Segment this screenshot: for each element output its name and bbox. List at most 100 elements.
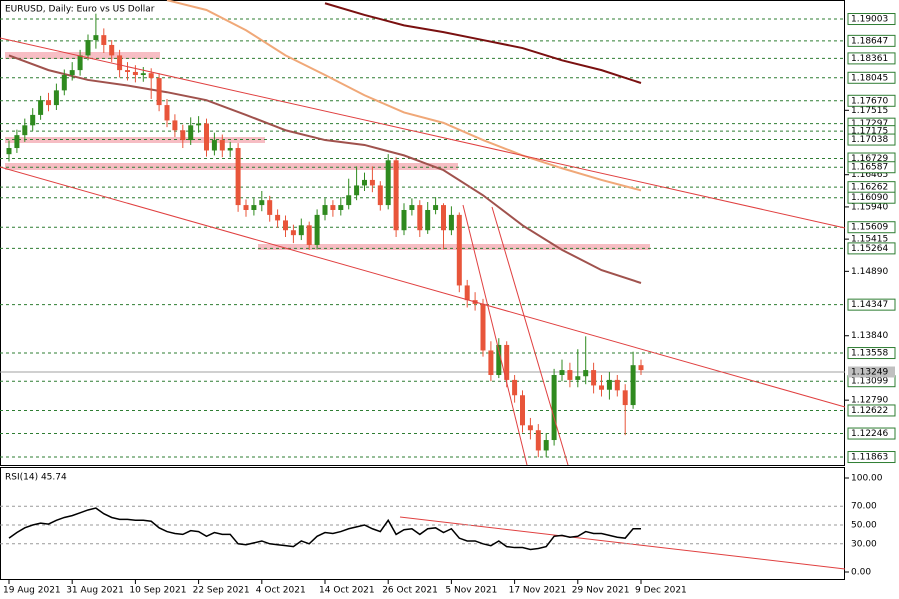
- trendline: [0, 166, 846, 408]
- level-box: [847, 347, 896, 360]
- candle-body: [448, 214, 454, 231]
- candle-body: [638, 365, 644, 371]
- level-box: [847, 191, 896, 204]
- level-label: 1.17670: [851, 96, 888, 106]
- candle-body: [377, 185, 383, 206]
- rsi-tick-label: 50.00: [851, 521, 877, 531]
- x-tick-label: 29 Nov 2021: [572, 586, 630, 596]
- rsi-tick-label: 0.00: [851, 568, 871, 578]
- x-tick-label: 14 Oct 2021: [319, 586, 375, 596]
- level-label: 1.15264: [851, 244, 888, 254]
- candle-body: [527, 425, 533, 431]
- y-tick-label: 1.15940: [851, 202, 888, 212]
- level-label: 1.13558: [851, 349, 888, 359]
- candle-body: [211, 140, 217, 151]
- rsi-label: RSI(14) 45.74: [5, 473, 67, 483]
- level-box: [847, 52, 896, 65]
- candle-body: [409, 205, 415, 210]
- marks: [0, 0, 845, 458]
- level-label: 1.18045: [851, 73, 888, 83]
- candle-body: [456, 214, 462, 286]
- candle-body: [85, 40, 91, 56]
- y-tick-label: 1.16465: [851, 170, 888, 180]
- candle-body: [227, 148, 233, 151]
- x-tick-label: 19 Aug 2021: [3, 586, 61, 596]
- moving-average: [324, 2, 642, 84]
- candle-body: [164, 105, 170, 121]
- candle-body: [204, 123, 209, 151]
- level-box: [847, 451, 896, 464]
- candle-body: [235, 148, 241, 206]
- rsi-tick-label: 70.00: [851, 502, 877, 512]
- current-price-label: 1.13249: [851, 368, 888, 378]
- candle-body: [219, 140, 225, 151]
- candle-body: [385, 160, 391, 206]
- candle-body: [425, 209, 431, 231]
- rsi-pane: [0, 467, 845, 580]
- candle-body: [46, 100, 51, 106]
- candle-body: [30, 114, 36, 126]
- current-price-box: [848, 366, 895, 378]
- candle-body: [156, 78, 162, 106]
- candle-body: [172, 120, 178, 131]
- candle-body: [346, 195, 352, 206]
- candle-body: [559, 370, 565, 376]
- level-box: [847, 161, 896, 174]
- x-tick-label: 17 Nov 2021: [509, 586, 567, 596]
- level-box: [847, 133, 896, 146]
- y-tick-label: 1.17515: [851, 106, 888, 116]
- candle-body: [441, 205, 446, 231]
- level-box: [847, 221, 896, 234]
- candle-body: [77, 55, 83, 71]
- level-label: 1.17297: [851, 119, 888, 129]
- candle-body: [140, 73, 146, 76]
- candle-body: [101, 35, 107, 45]
- candle-body: [622, 390, 628, 406]
- level-label: 1.15609: [851, 223, 888, 233]
- trendlines: [0, 37, 846, 570]
- candle-body: [22, 125, 28, 136]
- candle-body: [575, 376, 581, 380]
- candle-body: [290, 230, 296, 236]
- level-box: [847, 34, 896, 47]
- candle-body: [267, 200, 273, 215]
- rsi-tick-label: 100.00: [851, 474, 883, 484]
- level-label: 1.16090: [851, 193, 888, 203]
- candle-body: [496, 344, 502, 376]
- candle-body: [61, 75, 67, 91]
- price-pane: [0, 0, 845, 466]
- trendline: [491, 206, 569, 466]
- candle-body: [583, 370, 589, 377]
- moving-average: [166, 0, 642, 192]
- candle-body: [630, 365, 636, 406]
- candle-body: [38, 100, 44, 115]
- x-tick-label: 5 Nov 2021: [445, 586, 497, 596]
- candle-body: [275, 214, 281, 221]
- candle-body: [614, 379, 620, 391]
- rsi-tick-label: 30.00: [851, 539, 877, 549]
- level-label: 1.12622: [851, 406, 888, 416]
- level-box: [847, 242, 896, 255]
- candle-body: [259, 200, 265, 206]
- candle-body: [464, 285, 470, 301]
- y-tick-label: 1.14890: [851, 267, 888, 277]
- candle-body: [298, 225, 304, 236]
- x-tick-label: 31 Aug 2021: [66, 586, 124, 596]
- trendline: [462, 204, 528, 466]
- candle-body: [196, 123, 202, 126]
- level-box: [847, 71, 896, 84]
- candle-body: [148, 73, 154, 79]
- candle-body: [188, 125, 194, 141]
- level-label: 1.17175: [851, 127, 888, 137]
- candle-body: [330, 205, 336, 210]
- candle-body: [543, 440, 549, 451]
- level-label: 1.16262: [851, 183, 888, 193]
- candle-body: [69, 70, 75, 76]
- trendline: [399, 516, 846, 570]
- candle-body: [417, 205, 423, 231]
- level-label: 1.17038: [851, 135, 888, 145]
- level-label: 1.13099: [851, 377, 888, 387]
- y-tick-label: 1.12790: [851, 396, 888, 406]
- candle-body: [251, 205, 257, 210]
